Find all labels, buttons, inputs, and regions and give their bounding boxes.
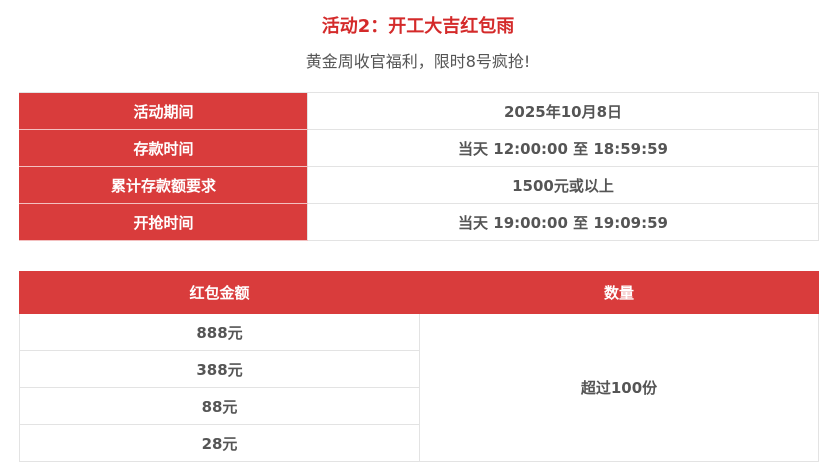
info-label: 活动期间 bbox=[19, 92, 308, 130]
prize-amount: 888元 bbox=[19, 313, 420, 351]
prize-table: 红包金额 数量 888元 超过100份 388元 88元 28元 bbox=[19, 271, 819, 462]
table-row: 活动期间 2025年10月8日 bbox=[19, 92, 819, 130]
info-value: 2025年10月8日 bbox=[307, 92, 819, 130]
table-row: 888元 超过100份 bbox=[19, 313, 819, 462]
table-row: 388元 bbox=[19, 350, 819, 388]
table-row: 存款时间 当天 12:00:00 至 18:59:59 bbox=[19, 129, 819, 167]
prize-amount: 88元 bbox=[19, 387, 420, 425]
page-subtitle: 黄金周收官福利，限时8号疯抢! bbox=[305, 52, 531, 71]
info-label: 开抢时间 bbox=[19, 203, 308, 241]
table-row: 开抢时间 当天 19:00:00 至 19:09:59 bbox=[19, 203, 819, 241]
info-label: 累计存款额要求 bbox=[19, 166, 308, 204]
table-row: 88元 bbox=[19, 387, 819, 425]
page-title: 活动2：开工大吉红包雨 bbox=[321, 16, 515, 37]
table-row: 累计存款额要求 1500元或以上 bbox=[19, 166, 819, 204]
prize-quantity: 超过100份 bbox=[419, 313, 819, 462]
info-value: 当天 19:00:00 至 19:09:59 bbox=[307, 203, 819, 241]
prize-amount: 28元 bbox=[19, 424, 420, 462]
header-quantity: 数量 bbox=[419, 271, 819, 314]
header-amount: 红包金额 bbox=[19, 271, 420, 314]
prize-amount: 388元 bbox=[19, 350, 420, 388]
table-row: 28元 bbox=[19, 424, 819, 462]
info-value: 1500元或以上 bbox=[307, 166, 819, 204]
info-label: 存款时间 bbox=[19, 129, 308, 167]
activity-info-table: 活动期间 2025年10月8日 存款时间 当天 12:00:00 至 18:59:5… bbox=[19, 92, 819, 241]
table-header-row: 红包金额 数量 bbox=[19, 271, 819, 314]
info-value: 当天 12:00:00 至 18:59:59 bbox=[307, 129, 819, 167]
